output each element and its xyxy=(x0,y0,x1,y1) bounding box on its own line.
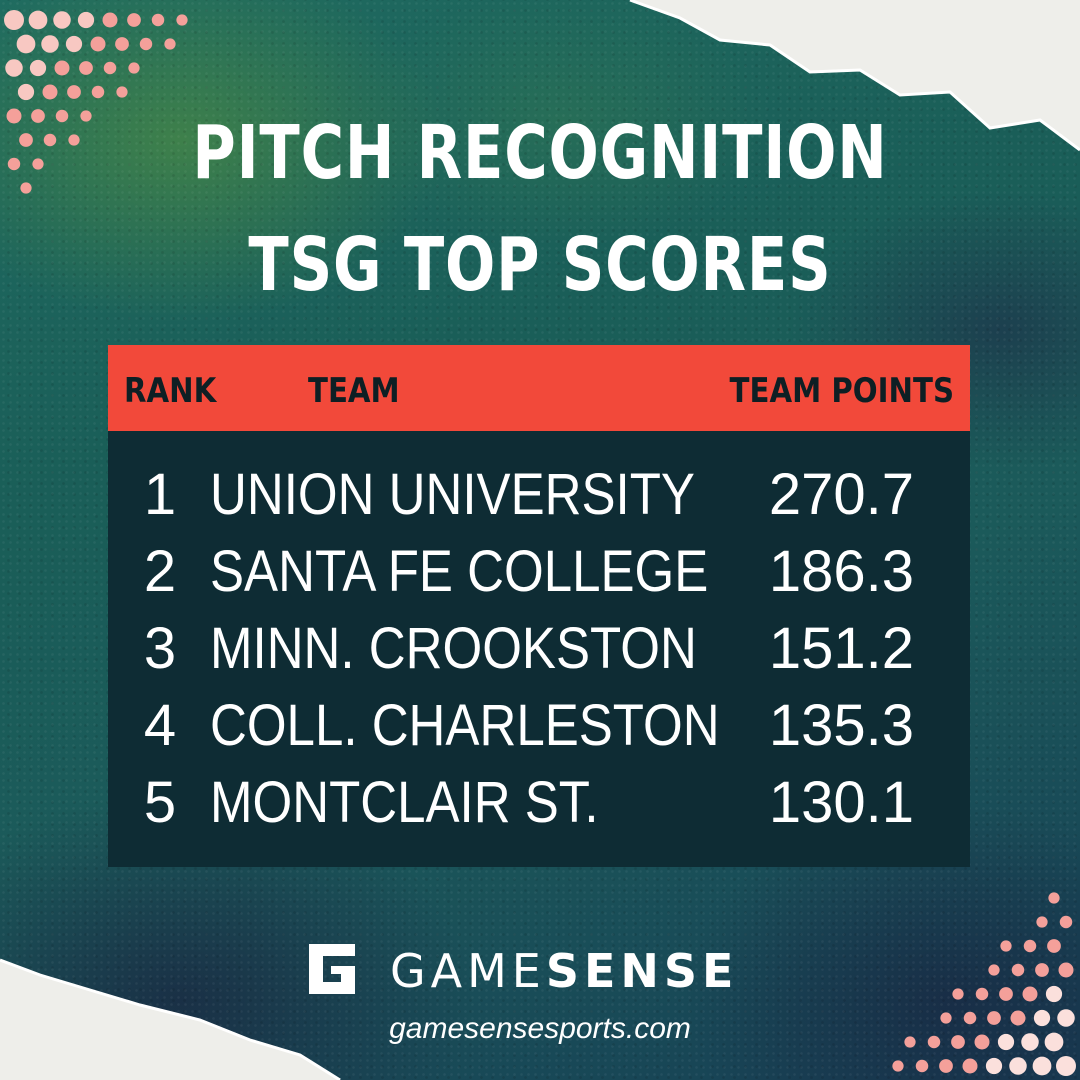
header-team: TEAM xyxy=(308,371,400,411)
table-row: 5 MONTCLAIR ST. 130.1 xyxy=(108,769,970,841)
points-cell: 151.2 xyxy=(768,616,914,681)
brand-wordmark: GAMESENSE xyxy=(390,944,738,998)
table-row: 1 UNION UNIVERSITY 270.7 xyxy=(108,461,970,533)
rank-cell: 1 xyxy=(143,462,177,527)
brand-name-light: GAME xyxy=(390,944,546,998)
rank-cell: 3 xyxy=(143,616,177,681)
points-cell: 130.1 xyxy=(768,770,914,835)
page-title-line-2: TSG TOP SCORES xyxy=(248,222,832,308)
table-row: 4 COLL. CHARLESTON 135.3 xyxy=(108,692,970,764)
team-cell: COLL. CHARLESTON xyxy=(210,693,720,758)
header-team-points: TEAM POINTS xyxy=(729,371,954,411)
team-cell: MINN. CROOKSTON xyxy=(210,616,697,681)
table-row: 3 MINN. CROOKSTON 151.2 xyxy=(108,615,970,687)
team-cell: SANTA FE COLLEGE xyxy=(210,539,709,604)
table-row: 2 SANTA FE COLLEGE 186.3 xyxy=(108,538,970,610)
team-cell: UNION UNIVERSITY xyxy=(210,462,695,527)
points-cell: 186.3 xyxy=(768,539,914,604)
rank-cell: 2 xyxy=(143,539,177,604)
table-header: RANK TEAM TEAM POINTS xyxy=(108,345,970,431)
brand-name-bold: SENSE xyxy=(545,944,739,998)
website-link[interactable]: gamesensesports.com xyxy=(389,1012,691,1045)
rank-cell: 5 xyxy=(143,770,177,835)
page-title-line-1: PITCH RECOGNITION xyxy=(192,110,888,196)
g-logo-icon xyxy=(309,944,355,994)
header-rank: RANK xyxy=(124,371,217,411)
points-cell: 270.7 xyxy=(768,462,914,527)
team-cell: MONTCLAIR ST. xyxy=(210,770,599,835)
scores-table: RANK TEAM TEAM POINTS 1 UNION UNIVERSITY… xyxy=(108,345,970,867)
rank-cell: 4 xyxy=(143,693,177,758)
points-cell: 135.3 xyxy=(768,693,914,758)
